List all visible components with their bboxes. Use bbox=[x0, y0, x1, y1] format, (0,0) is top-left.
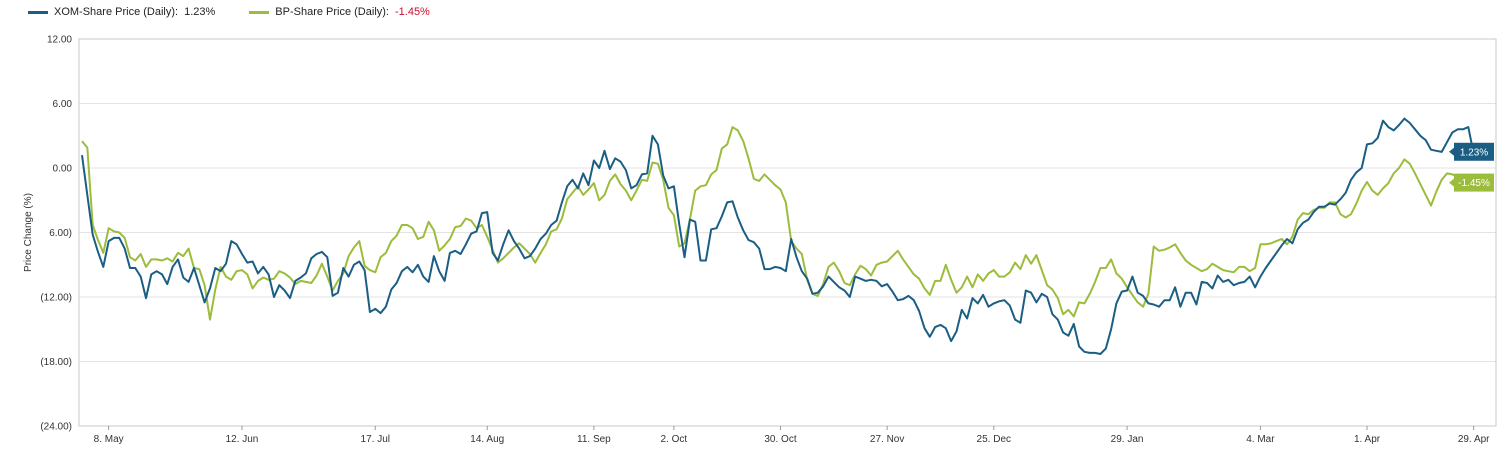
y-tick-label: 0.00 bbox=[53, 164, 73, 175]
chart-grid bbox=[79, 38, 1496, 427]
x-tick-label: 12. Jun bbox=[226, 434, 259, 445]
series-lines bbox=[81, 117, 1480, 355]
plot-area-frame bbox=[78, 38, 1497, 427]
legend-swatch-bp bbox=[249, 10, 270, 14]
y-tick-label: 6.00) bbox=[49, 228, 72, 239]
end-flag-pointer bbox=[1449, 147, 1454, 156]
legend-swatch-xom bbox=[28, 10, 48, 14]
x-tick-label: 2. Oct bbox=[661, 434, 688, 445]
series-line-xom bbox=[81, 117, 1480, 355]
x-tick-label: 17. Jul bbox=[361, 434, 390, 445]
y-tick-label: (24.00) bbox=[40, 422, 72, 433]
x-tick-label: 8. May bbox=[94, 434, 124, 445]
y-axis-label: Price Change (%) bbox=[23, 193, 34, 272]
x-tick-label: 4. Mar bbox=[1246, 434, 1275, 445]
x-tick-label: 11. Sep bbox=[577, 434, 611, 445]
y-tick-label: (12.00) bbox=[40, 293, 72, 304]
end-flag-label: 1.23% bbox=[1460, 147, 1488, 158]
end-flag-bp: -1.45% bbox=[1449, 173, 1494, 192]
series-line-bp bbox=[81, 126, 1469, 321]
x-tick-label: 1. Apr bbox=[1354, 434, 1381, 445]
y-axis-ticks: 12.00 6.00 0.00 6.00) (12.00) (18.00) (24.00) bbox=[40, 35, 72, 433]
x-tick-label: 30. Oct bbox=[764, 434, 796, 445]
end-flag-box bbox=[1454, 173, 1494, 192]
legend-value-bp: -1.45% bbox=[394, 6, 430, 18]
x-tick-label: 29. Apr bbox=[1458, 434, 1490, 445]
y-tick-label: (18.00) bbox=[40, 357, 72, 368]
x-tick-label: 25. Dec bbox=[977, 434, 1011, 445]
x-tick-label: 14. Aug bbox=[470, 434, 504, 445]
x-axis-ticks: 8. May 12. Jun 17. Jul 14. Aug 11. Sep 2. Oct… bbox=[94, 426, 1490, 445]
end-flag-label: -1.45% bbox=[1458, 178, 1490, 189]
y-tick-label: 6.00 bbox=[53, 99, 73, 110]
legend-label-bp: BP-Share Price (Daily): bbox=[275, 6, 389, 18]
legend-item-bp[interactable]: BP-Share Price (Daily): -1.45% bbox=[249, 6, 430, 18]
x-tick-label: 29. Jan bbox=[1111, 434, 1144, 445]
end-value-flags: 1.23% -1.45% bbox=[1449, 142, 1494, 192]
legend-label-xom: XOM-Share Price (Daily): bbox=[54, 6, 179, 18]
chart-legend: XOM-Share Price (Daily): 1.23% BP-Share … bbox=[28, 6, 430, 18]
y-tick-label: 12.00 bbox=[47, 35, 72, 46]
legend-value-xom: 1.23% bbox=[184, 6, 216, 18]
legend-item-xom[interactable]: XOM-Share Price (Daily): 1.23% bbox=[28, 6, 215, 18]
end-flag-box bbox=[1454, 142, 1494, 161]
end-flag-xom: 1.23% bbox=[1449, 142, 1494, 161]
end-flag-pointer bbox=[1449, 178, 1454, 187]
x-tick-label: 27. Nov bbox=[870, 434, 904, 445]
